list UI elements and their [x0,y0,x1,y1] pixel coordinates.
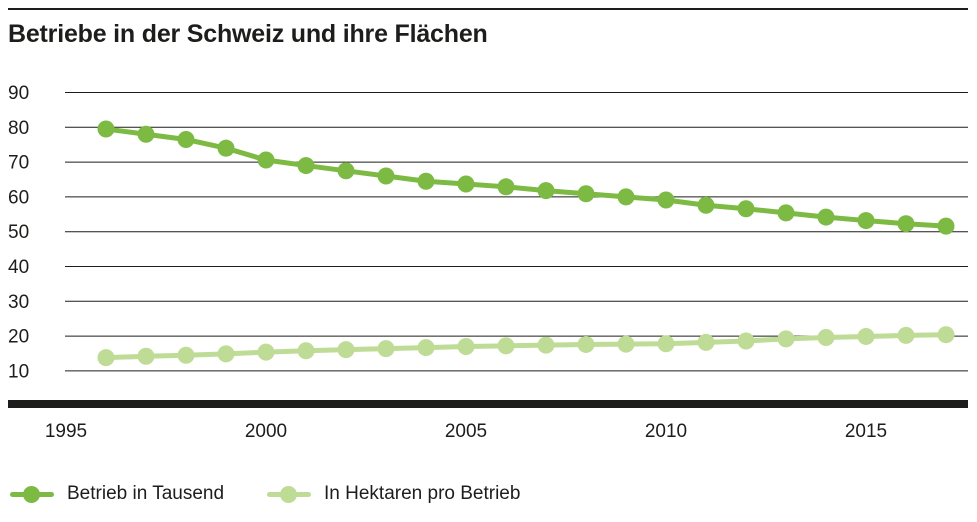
series-markers-betriebe [97,120,955,235]
data-point [897,326,915,344]
data-point [177,346,195,364]
y-tick-label: 40 [8,257,29,278]
data-point [897,215,915,233]
data-point [737,200,755,218]
y-tick-label: 50 [8,222,29,243]
chart-title: Betriebe in der Schweiz und ihre Flächen [8,20,488,48]
y-axis-labels: 90 80 70 60 50 40 30 20 10 [8,83,29,382]
gridlines [65,92,968,372]
data-point [337,341,355,359]
legend-dot [280,485,297,503]
x-tick-label: 2005 [445,421,487,442]
x-tick-label: 2000 [245,421,287,442]
data-point [697,196,715,214]
data-point [817,208,835,226]
data-point [97,120,115,138]
y-tick-label: 20 [8,327,29,348]
data-point [657,191,675,209]
data-point [857,327,875,345]
data-point [657,335,675,353]
data-point [537,336,555,354]
data-point [417,339,435,357]
y-tick-label: 90 [8,83,29,104]
data-point [497,178,515,196]
data-point [497,337,515,355]
x-axis-labels: 1995 2000 2005 2010 2015 [45,421,887,442]
data-point [777,204,795,222]
data-point [257,151,275,169]
legend-label-hektaren: In Hektaren pro Betrieb [324,483,521,504]
data-point [137,125,155,143]
y-tick-label: 10 [8,361,29,382]
data-point [297,342,315,360]
y-tick-label: 70 [8,153,29,174]
series-line-hektaren [103,332,949,361]
data-point [297,157,315,175]
data-point [337,162,355,180]
data-point [537,182,555,200]
data-point [617,335,635,353]
data-point [937,217,955,235]
x-tick-label: 2015 [845,421,887,442]
y-tick-label: 30 [8,292,29,313]
data-point [577,185,595,203]
data-point [937,326,955,344]
data-point [617,188,635,206]
data-point [857,212,875,230]
x-tick-label: 2010 [645,421,687,442]
data-point [817,328,835,346]
data-point [257,343,275,361]
legend-item-hektaren: In Hektaren pro Betrieb [267,480,520,508]
data-point [217,139,235,157]
data-point [377,167,395,185]
legend: Betrieb in Tausend In Hektaren pro Betri… [0,480,977,512]
data-point [377,340,395,358]
data-point [177,130,195,148]
x-tick-label: 1995 [45,421,87,442]
data-point [777,330,795,348]
series-markers-hektaren [97,326,955,367]
legend-marker-hektaren-icon [267,485,311,503]
legend-item-betriebe: Betrieb in Tausend [10,480,224,508]
data-point [457,175,475,193]
x-axis-bar [8,400,968,408]
data-point [217,345,235,363]
legend-marker-betriebe-icon [10,485,54,503]
legend-dot [23,485,40,503]
legend-label-betriebe: Betrieb in Tausend [67,483,225,504]
data-point [97,349,115,367]
data-point [737,332,755,350]
data-point [697,333,715,351]
y-tick-label: 60 [8,187,29,208]
data-point [577,335,595,353]
data-point [137,347,155,365]
data-point [417,172,435,190]
top-rule [8,8,968,10]
data-point [457,338,475,356]
y-tick-label: 80 [8,118,29,139]
series-line-betriebe [103,126,949,229]
